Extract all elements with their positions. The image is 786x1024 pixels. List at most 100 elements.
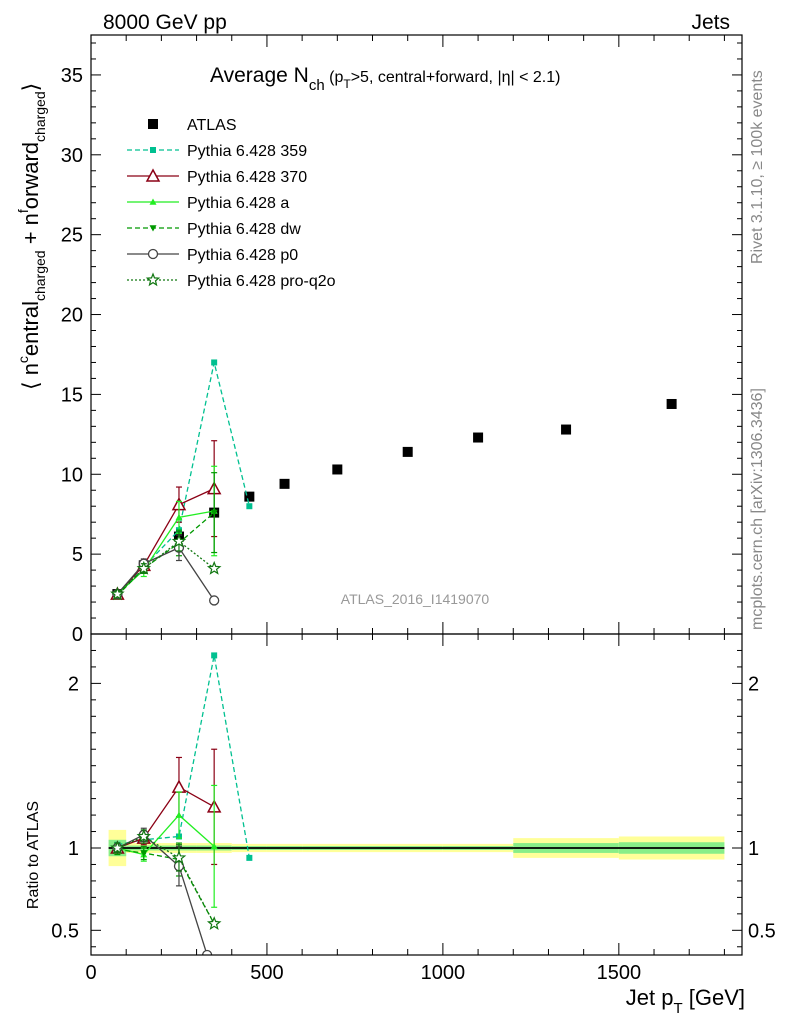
data-point-6-2	[171, 533, 187, 548]
data-point-0-4	[244, 491, 255, 502]
ratio-line-1	[117, 786, 215, 849]
data-point-3-2	[175, 513, 183, 521]
data-point-0-8	[473, 432, 484, 443]
data-point-0-7	[402, 446, 413, 457]
series-3	[113, 465, 218, 598]
data-point-0-9	[561, 424, 572, 435]
ratio-line-0	[117, 655, 250, 858]
rivet-vertical-label: Rivet 3.1.10, ≥ 100k events	[749, 70, 766, 264]
xlabel-main: Jet p	[626, 985, 674, 1010]
ratio-ytick-label-2: 2	[68, 673, 79, 695]
data-point-0-5	[279, 478, 290, 489]
ratio-line-2	[117, 814, 215, 856]
ylabel-part-c-sup: f	[15, 209, 31, 213]
ratio-point-4-3	[201, 949, 213, 955]
upper-series	[110, 359, 677, 606]
data-point-0-10	[666, 398, 677, 409]
upper-ytick-label-3: 15	[61, 384, 83, 406]
source-vertical-label: mcplots.cern.ch [arXiv:1306.3436]	[749, 388, 766, 630]
legend-label-4: Pythia 6.428 dw	[187, 221, 301, 238]
data-point-6-3	[206, 560, 222, 575]
plot-title-rest2: >5, central+forward, |η| < 2.1)	[351, 69, 561, 86]
ratio-line-5	[117, 835, 215, 925]
legend-marker-4	[149, 225, 157, 232]
upper-ytick-label-7: 35	[61, 65, 83, 87]
xlabel-sub: T	[673, 1000, 682, 1017]
plot-title: Average Nch (pT>5, central+forward, |η| …	[210, 64, 560, 94]
ratio-point-2-3	[210, 842, 218, 850]
ratio-series-5	[110, 828, 222, 930]
xtick-label-1: 500	[250, 962, 283, 984]
ratio-ytick-label-0: 0.5	[51, 920, 79, 942]
data-point-0-6	[332, 464, 343, 475]
ratio-panel: 0.5 0.5 1 1 2 2 0 500 1000 1500	[51, 633, 776, 984]
series-6	[110, 531, 222, 601]
ylabel-part-b-sub: charged	[32, 250, 48, 301]
data-point-6-1	[136, 560, 152, 575]
data-point-6-0	[110, 586, 125, 601]
legend-label-0: ATLAS	[187, 117, 237, 134]
data-point-1-4	[246, 503, 253, 510]
series-line-5	[116, 546, 215, 601]
ratio-line-3	[117, 849, 215, 925]
ratio-point-0-3	[211, 652, 218, 659]
ratio-series-0	[114, 652, 253, 861]
data-point-5-3	[209, 595, 220, 606]
legend-marker-0	[148, 119, 158, 129]
xtick-label-2: 1000	[421, 962, 466, 984]
upper-ytick-label-2: 10	[61, 464, 83, 486]
upper-ytick-label-1: 5	[72, 544, 83, 566]
upper-ytick-label-6: 30	[61, 145, 83, 167]
ratio-point-0-4	[246, 854, 253, 861]
ylabel-part-c: + n	[18, 213, 43, 250]
ratio-point-2-2	[175, 811, 183, 818]
ratio-frame	[90, 633, 743, 956]
legend-label-3: Pythia 6.428 a	[187, 195, 289, 212]
legend-marker-6	[145, 272, 161, 287]
legend-marker-2	[145, 168, 161, 182]
legend-label-1: Pythia 6.428 359	[187, 143, 307, 160]
xlabel-rest: [GeV]	[683, 985, 745, 1010]
upper-ytick-label-5: 25	[61, 225, 83, 247]
ratio-ytick-label-right-2: 2	[748, 673, 759, 695]
series-2	[110, 440, 222, 600]
legend-marker-5	[147, 248, 159, 260]
upper-panel: 0 5 10 15 20 25 30 35	[61, 34, 743, 646]
upper-y-axis-label: ⟨ ncentralcharged + nforwardcharged⟩	[15, 83, 48, 390]
plot-title-rest-sub: T	[343, 77, 351, 91]
plot-title-main: Average N	[210, 64, 309, 87]
xtick-label-0: 0	[85, 962, 96, 984]
lower-y-axis-label: Ratio to ATLAS	[25, 801, 42, 909]
ylabel-part-d-sub: charged	[32, 91, 48, 142]
legend-label-6: Pythia 6.428 pro-q2o	[187, 273, 336, 290]
ratio-series-3	[113, 842, 218, 928]
upper-ytick-label-4: 20	[61, 305, 83, 327]
ratio-ytick-label-right-1: 1	[748, 838, 759, 860]
legend-label-2: Pythia 6.428 370	[187, 169, 307, 186]
x-axis-label: Jet pT [GeV]	[626, 985, 745, 1017]
header-left: 8000 GeV pp	[103, 11, 227, 34]
analysis-watermark: ATLAS_2016_I1419070	[341, 591, 490, 607]
data-point-4-3	[210, 509, 218, 517]
series-line-1	[116, 362, 250, 595]
ylabel-part-a: ⟨ n	[18, 363, 43, 390]
ylabel-part-b: entral	[18, 301, 43, 356]
ratio-line-4	[117, 834, 208, 955]
ratio-point-5-2	[171, 850, 187, 865]
series-5	[112, 534, 220, 606]
ylabel-part-a-sup: c	[15, 356, 31, 363]
xtick-label-3: 1500	[597, 962, 642, 984]
ratio-point-5-1	[136, 828, 152, 843]
upper-ytick-label-0: 0	[72, 624, 83, 646]
legend-label-5: Pythia 6.428 p0	[187, 247, 298, 264]
plot-title-sub: ch	[309, 77, 325, 94]
header-right: Jets	[691, 11, 730, 34]
ratio-series	[110, 652, 253, 955]
legend: ATLAS Pythia 6.428 359 Pythia 6.428 370 Pyt…	[127, 117, 336, 290]
series-line-6	[116, 540, 215, 595]
series-0	[112, 398, 677, 600]
ratio-ytick-label-1: 1	[68, 838, 79, 860]
series-1	[114, 359, 253, 598]
plot-title-rest: (p	[325, 69, 344, 86]
